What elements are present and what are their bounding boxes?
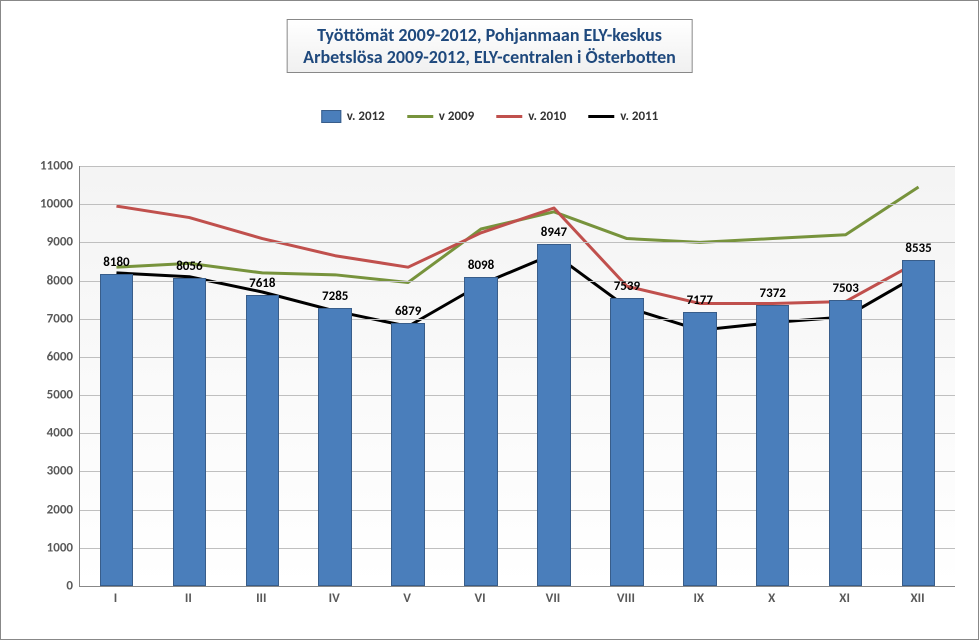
x-axis-tick: I [114, 591, 117, 606]
data-label: 8098 [468, 258, 494, 273]
grid-line [80, 510, 955, 511]
y-axis-tick: 3000 [13, 464, 73, 479]
y-axis-tick: 8000 [13, 273, 73, 288]
y-axis-tick: 5000 [13, 388, 73, 403]
x-axis-tick: X [768, 591, 775, 606]
bar [464, 277, 498, 586]
title-line-2: Arbetslösa 2009-2012, ELY-centralen i Ös… [303, 46, 676, 68]
bar [391, 323, 425, 586]
chart-container: Työttömät 2009-2012, Pohjanmaan ELY-kesk… [0, 0, 979, 640]
grid-line [80, 433, 955, 434]
grid-line [80, 166, 955, 167]
y-axis-tick: 0 [13, 579, 73, 594]
y-axis-tick: 6000 [13, 349, 73, 364]
line-series-svg [80, 166, 955, 586]
legend-item: v. 2010 [496, 109, 566, 124]
data-label: 7539 [614, 279, 640, 294]
data-label: 6879 [395, 304, 421, 319]
bar [683, 312, 717, 586]
legend-swatch [407, 115, 433, 118]
title-line-1: Työttömät 2009-2012, Pohjanmaan ELY-kesk… [303, 24, 676, 46]
y-axis-tick: 2000 [13, 502, 73, 517]
x-axis-tick: XI [839, 591, 850, 606]
data-label: 8535 [905, 241, 931, 256]
grid-line [80, 281, 955, 282]
legend: v. 2012 v 2009 v. 2010 v. 2011 [321, 109, 658, 124]
x-axis-tick: V [403, 591, 411, 606]
bar [829, 300, 863, 586]
grid-line [80, 319, 955, 320]
grid-line [80, 395, 955, 396]
grid-line [80, 204, 955, 205]
bar [100, 274, 134, 586]
legend-item: v. 2012 [321, 109, 385, 124]
legend-label: v. 2010 [528, 109, 566, 124]
y-axis-tick: 9000 [13, 235, 73, 250]
bar [318, 308, 352, 586]
y-axis-tick: 11000 [13, 159, 73, 174]
data-label: 7503 [832, 281, 858, 296]
legend-label: v. 2012 [347, 109, 385, 124]
legend-swatch [321, 110, 341, 123]
x-axis-tick: IX [693, 591, 704, 606]
bar [756, 305, 790, 586]
legend-swatch [588, 115, 614, 118]
y-axis-tick: 10000 [13, 197, 73, 212]
bar [537, 244, 571, 586]
x-axis-tick: IV [329, 591, 340, 606]
data-label: 8056 [176, 259, 202, 274]
legend-label: v. 2011 [620, 109, 658, 124]
y-axis-tick: 4000 [13, 426, 73, 441]
x-axis-tick: VI [474, 591, 485, 606]
grid-line [80, 548, 955, 549]
line-series-v2010 [116, 206, 918, 303]
data-label: 8947 [541, 225, 567, 240]
legend-swatch [496, 115, 522, 118]
data-label: 7285 [322, 289, 348, 304]
legend-label: v 2009 [439, 109, 474, 124]
legend-item: v 2009 [407, 109, 474, 124]
grid-line [80, 357, 955, 358]
x-axis-tick: II [185, 591, 192, 606]
y-axis-tick: 7000 [13, 311, 73, 326]
chart-title: Työttömät 2009-2012, Pohjanmaan ELY-kesk… [286, 19, 693, 73]
data-label: 7372 [760, 286, 786, 301]
x-axis-tick: III [256, 591, 266, 606]
grid-line [80, 471, 955, 472]
bar [246, 295, 280, 586]
x-axis-tick: XII [910, 591, 924, 606]
data-label: 8180 [103, 255, 129, 270]
x-axis-tick: VII [546, 591, 561, 606]
data-label: 7618 [249, 276, 275, 291]
grid-line [80, 242, 955, 243]
legend-item: v. 2011 [588, 109, 658, 124]
y-axis-tick: 1000 [13, 540, 73, 555]
data-label: 7177 [687, 293, 713, 308]
x-axis-tick: VIII [617, 591, 635, 606]
bar [902, 260, 936, 586]
bar [610, 298, 644, 586]
bar [173, 278, 207, 586]
plot-area: 8180 8056 7618 7285 6879 8098 8947 7539 7177 7372… [79, 166, 955, 587]
